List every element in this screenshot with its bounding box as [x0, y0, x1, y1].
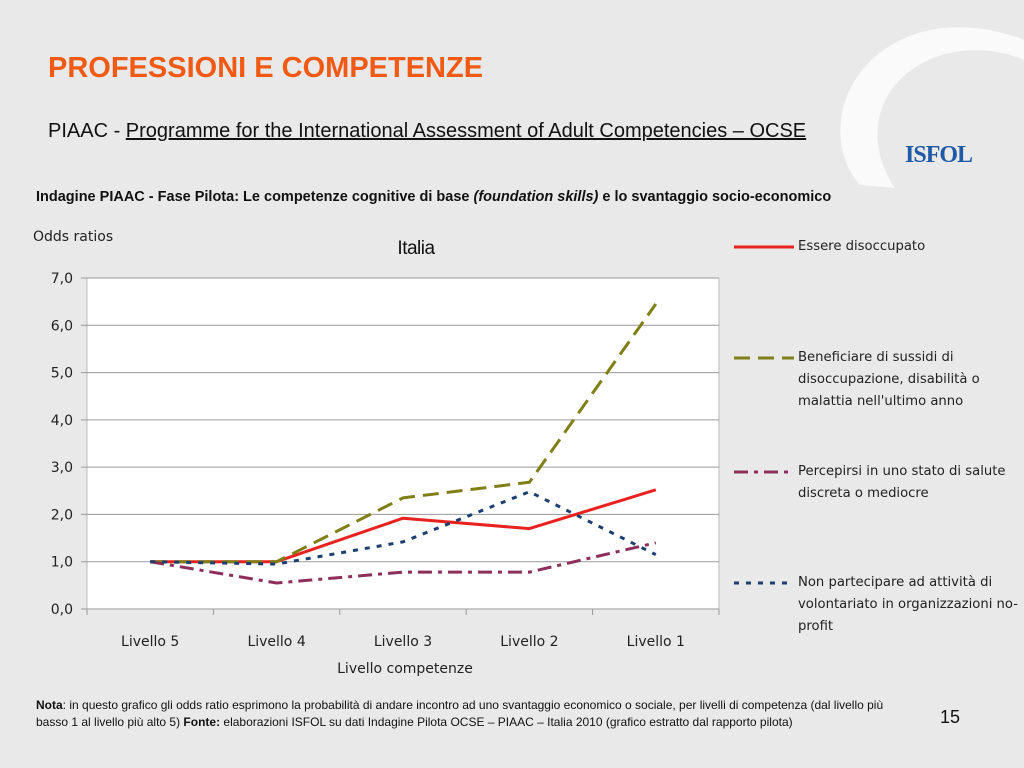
slide-subtitle: PIAAC - Programme for the International …: [48, 118, 838, 144]
legend-swatch: [734, 356, 794, 360]
subtitle-programme: Programme for the International Assessme…: [125, 120, 807, 142]
legend-label: Percepirsi in uno stato di salute discre…: [798, 464, 1006, 501]
series-line-4: [150, 490, 657, 566]
x-tick-label: Livello 2: [500, 634, 558, 650]
logo-swoosh: [840, 27, 1024, 189]
survey-caption-b: (foundation skills): [473, 189, 599, 205]
slide-title: PROFESSIONI E COMPETENZE: [48, 52, 484, 84]
survey-caption-c: e lo svantaggio socio-economico: [598, 189, 832, 205]
plot-area: [86, 277, 720, 610]
series-lines: [149, 303, 658, 585]
y-tick-labels: 0,0 1,0 2,0 3,0 4,0 5,0 6,0 7,0: [51, 271, 73, 618]
y-axis-label: Odds ratios: [33, 229, 113, 245]
nota-label: Nota: [36, 698, 63, 712]
fonte-text: elaborazioni ISFOL su dati Indagine Pilo…: [220, 715, 793, 729]
legend-label: Essere disoccupato: [798, 239, 926, 254]
legend-swatch: [734, 581, 794, 585]
survey-caption-a: Indagine PIAAC - Fase Pilota: Le compete…: [36, 189, 474, 205]
legend-label: Non partecipare ad attività di volontari…: [798, 575, 1018, 634]
legend-swatch: [734, 245, 794, 249]
footnote: Nota: in questo grafico gli odds ratio e…: [36, 697, 916, 731]
x-tick-labels: Livello 5 Livello 4 Livello 3 Livello 2 Live…: [121, 634, 685, 650]
y-tick-label: 5,0: [51, 366, 73, 382]
subtitle-prefix: PIAAC -: [48, 120, 126, 142]
fonte-label: Fonte:: [183, 715, 221, 729]
x-tick-label: Livello 1: [627, 634, 685, 650]
legend-label: Beneficiare di sussidi di disoccupazione…: [798, 350, 980, 409]
x-tick-label: Livello 5: [121, 634, 179, 650]
legend-swatch: [734, 470, 794, 474]
series-line-2: [150, 303, 658, 564]
y-tick-label: 2,0: [51, 507, 73, 523]
y-tick-label: 7,0: [51, 271, 73, 287]
x-tick-label: Livello 3: [374, 634, 432, 650]
nota-text: : in questo grafico gli odds ratio espri…: [36, 698, 884, 729]
x-tick-label: Livello 4: [247, 634, 305, 650]
chart-title: Italia: [397, 238, 435, 259]
y-tick-label: 4,0: [51, 413, 73, 429]
y-tick-label: 3,0: [51, 460, 73, 476]
y-tick-label: 1,0: [51, 555, 73, 571]
survey-caption: Indagine PIAAC - Fase Pilota: Le compete…: [36, 189, 831, 205]
x-axis-label: Livello competenze: [337, 661, 473, 677]
chart-legend: Essere disoccupato Beneficiare di sussid…: [728, 232, 1018, 682]
y-tick-label: 0,0: [51, 602, 73, 618]
isfol-logo: ISFOL: [905, 142, 973, 168]
page-number: 15: [940, 707, 961, 727]
series-line-3: [149, 541, 657, 585]
y-tick-label: 6,0: [51, 318, 73, 334]
